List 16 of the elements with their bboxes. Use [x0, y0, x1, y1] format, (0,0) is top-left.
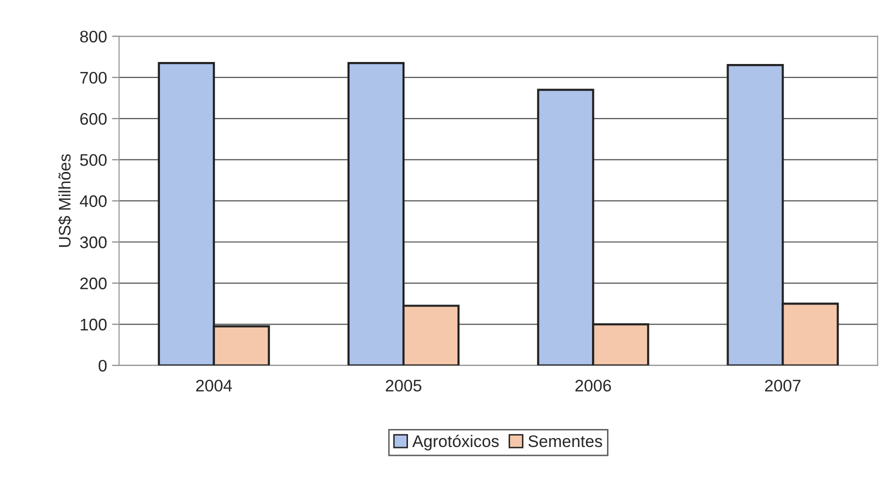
x-tick-label: 2007: [765, 380, 800, 392]
y-tick-label: 500: [80, 154, 107, 166]
x-tick-label: 2005: [386, 380, 422, 392]
legend-label: Sementes: [528, 435, 602, 448]
x-tick-label: 2006: [575, 380, 611, 392]
y-tick-label: 800: [80, 30, 107, 43]
y-tick-label: 200: [80, 278, 107, 290]
x-tick-label: 2004: [196, 380, 232, 392]
y-tick-label: 0: [98, 360, 107, 372]
y-tick-label: 400: [80, 195, 107, 208]
legend-label: Agrotóxicos: [412, 434, 499, 450]
y-tick-label: 600: [80, 112, 107, 125]
y-tick-label: 100: [80, 318, 107, 330]
y-axis-title: US$ Milhões: [58, 154, 72, 247]
y-tick-label: 700: [80, 72, 107, 84]
y-tick-label: 300: [80, 236, 107, 248]
